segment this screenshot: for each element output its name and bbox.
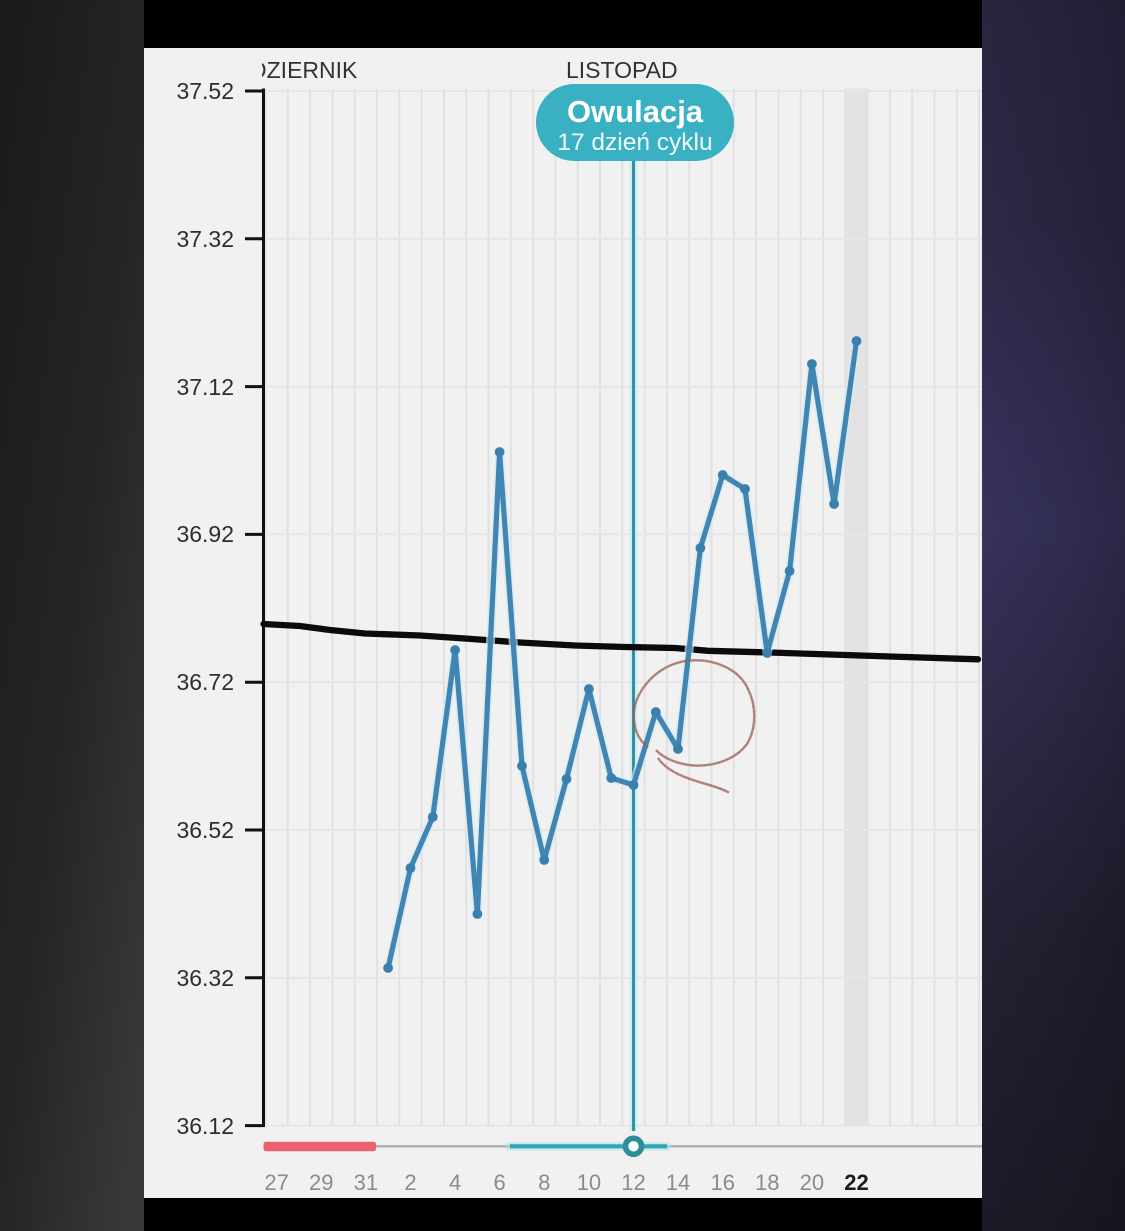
svg-text:20: 20 xyxy=(800,1170,824,1195)
svg-text:Owulacja: Owulacja xyxy=(567,94,704,129)
svg-text:LISTOPAD: LISTOPAD xyxy=(566,57,678,83)
svg-text:36.32: 36.32 xyxy=(176,965,234,991)
svg-text:37.52: 37.52 xyxy=(176,78,234,104)
svg-text:36.72: 36.72 xyxy=(176,669,234,695)
svg-text:31: 31 xyxy=(354,1170,378,1195)
svg-text:18: 18 xyxy=(755,1170,779,1195)
svg-text:PAŹDZIERNIK: PAŹDZIERNIK xyxy=(207,57,358,83)
svg-text:27: 27 xyxy=(264,1170,288,1195)
svg-text:14: 14 xyxy=(666,1170,690,1195)
svg-text:36.12: 36.12 xyxy=(176,1113,234,1139)
svg-text:22: 22 xyxy=(844,1170,868,1195)
svg-text:6: 6 xyxy=(493,1170,505,1195)
svg-text:37.32: 37.32 xyxy=(176,226,234,252)
svg-text:29: 29 xyxy=(309,1170,333,1195)
svg-text:36.92: 36.92 xyxy=(176,521,234,547)
svg-text:10: 10 xyxy=(577,1170,601,1195)
svg-text:17 dzień cyklu: 17 dzień cyklu xyxy=(557,129,712,156)
svg-text:36.52: 36.52 xyxy=(176,817,234,843)
svg-text:37.12: 37.12 xyxy=(176,374,234,400)
svg-text:16: 16 xyxy=(710,1170,734,1195)
svg-text:2: 2 xyxy=(404,1170,416,1195)
svg-text:12: 12 xyxy=(621,1170,645,1195)
svg-text:8: 8 xyxy=(538,1170,550,1195)
svg-text:4: 4 xyxy=(449,1170,461,1195)
